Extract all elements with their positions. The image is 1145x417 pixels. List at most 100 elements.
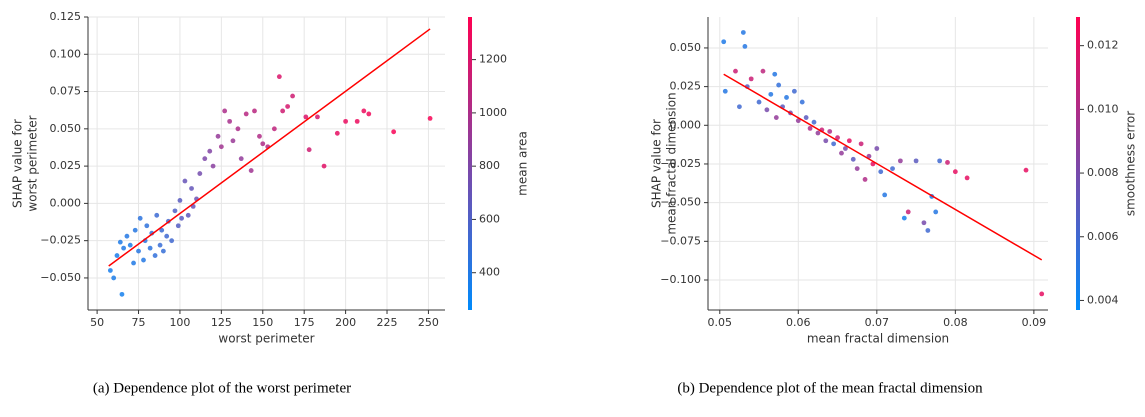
point bbox=[862, 177, 868, 182]
y-tick-label: 0.050 bbox=[50, 122, 82, 135]
x-axis-label: mean fractal dimension bbox=[807, 332, 949, 346]
point bbox=[773, 115, 779, 120]
point bbox=[160, 248, 166, 254]
point bbox=[276, 74, 282, 80]
point bbox=[850, 156, 856, 162]
x-tick-label: 125 bbox=[211, 316, 232, 329]
point bbox=[921, 220, 927, 226]
point bbox=[230, 138, 236, 144]
caption: (b) Dependence plot of the mean fractal … bbox=[677, 380, 983, 396]
point bbox=[772, 71, 778, 77]
point bbox=[343, 118, 349, 124]
colorbar bbox=[468, 17, 472, 310]
point bbox=[768, 91, 774, 97]
point bbox=[733, 68, 738, 74]
point bbox=[189, 186, 194, 191]
point bbox=[807, 125, 813, 131]
point bbox=[144, 223, 150, 229]
point bbox=[858, 141, 864, 147]
point bbox=[185, 212, 191, 218]
x-tick-label: 100 bbox=[169, 316, 190, 329]
point bbox=[905, 209, 911, 215]
point bbox=[964, 175, 970, 181]
x-tick-label: 0.07 bbox=[865, 316, 890, 329]
point bbox=[925, 228, 931, 233]
point bbox=[238, 156, 244, 162]
point bbox=[1039, 291, 1045, 297]
point bbox=[846, 138, 852, 144]
point bbox=[182, 178, 188, 184]
point bbox=[1023, 167, 1029, 173]
x-tick-label: 0.05 bbox=[708, 316, 733, 329]
y-tick-label: 0.100 bbox=[50, 47, 82, 60]
point bbox=[197, 171, 203, 176]
point bbox=[141, 257, 146, 263]
point bbox=[177, 198, 183, 203]
colorbar-tick-label: 1000 bbox=[479, 106, 507, 119]
point bbox=[361, 108, 367, 114]
colorbar bbox=[1076, 17, 1080, 310]
point bbox=[882, 192, 888, 198]
y-tick-label: 0.000 bbox=[670, 118, 702, 131]
point bbox=[831, 141, 837, 147]
x-tick-label: 150 bbox=[252, 316, 273, 329]
point bbox=[839, 150, 844, 156]
point bbox=[321, 163, 327, 169]
point bbox=[427, 115, 433, 121]
point bbox=[945, 160, 950, 165]
point bbox=[756, 99, 762, 105]
x-tick-label: 0.06 bbox=[786, 316, 811, 329]
colorbar-tick-label: 800 bbox=[479, 159, 500, 172]
point bbox=[748, 76, 754, 82]
point bbox=[764, 107, 770, 113]
point bbox=[152, 253, 158, 258]
colorbar-tick-label: 600 bbox=[479, 212, 500, 225]
point bbox=[784, 95, 789, 100]
point bbox=[121, 245, 127, 251]
point bbox=[897, 158, 903, 164]
point bbox=[306, 147, 312, 153]
y-tick-label: 0.075 bbox=[50, 85, 82, 98]
point bbox=[114, 253, 120, 258]
point bbox=[303, 114, 309, 120]
y-tick-label: 0.025 bbox=[50, 159, 82, 172]
point bbox=[243, 111, 249, 117]
x-tick-label: 75 bbox=[132, 316, 146, 329]
point bbox=[878, 169, 884, 175]
point bbox=[159, 227, 165, 233]
colorbar-tick-label: 0.012 bbox=[1087, 39, 1119, 52]
colorbar-label: smoothness error bbox=[1124, 111, 1138, 216]
point bbox=[890, 166, 895, 172]
x-tick-label: 225 bbox=[377, 316, 398, 329]
point bbox=[843, 146, 848, 151]
point bbox=[835, 135, 840, 141]
point bbox=[737, 104, 742, 110]
point bbox=[124, 233, 130, 239]
point bbox=[271, 126, 277, 132]
point bbox=[827, 129, 833, 134]
x-tick-label: 200 bbox=[335, 316, 356, 329]
point bbox=[391, 129, 397, 135]
point bbox=[147, 245, 153, 251]
point bbox=[901, 215, 907, 221]
point bbox=[175, 223, 181, 229]
point bbox=[815, 130, 821, 136]
colorbar-label: mean area bbox=[516, 131, 530, 196]
point bbox=[127, 242, 133, 248]
point bbox=[791, 88, 797, 94]
point bbox=[760, 68, 766, 74]
point bbox=[913, 158, 919, 164]
point bbox=[207, 148, 213, 154]
point bbox=[854, 166, 860, 172]
point bbox=[257, 133, 262, 139]
colorbar-tick-label: 0.004 bbox=[1087, 293, 1119, 306]
point bbox=[111, 275, 117, 281]
point bbox=[119, 291, 125, 297]
point bbox=[285, 104, 291, 109]
point bbox=[795, 118, 801, 124]
point bbox=[218, 144, 224, 150]
point bbox=[811, 119, 817, 125]
y-tick-label: −0.025 bbox=[660, 157, 701, 170]
colorbar-tick-label: 0.010 bbox=[1087, 102, 1119, 115]
x-tick-label: 0.08 bbox=[943, 316, 968, 329]
